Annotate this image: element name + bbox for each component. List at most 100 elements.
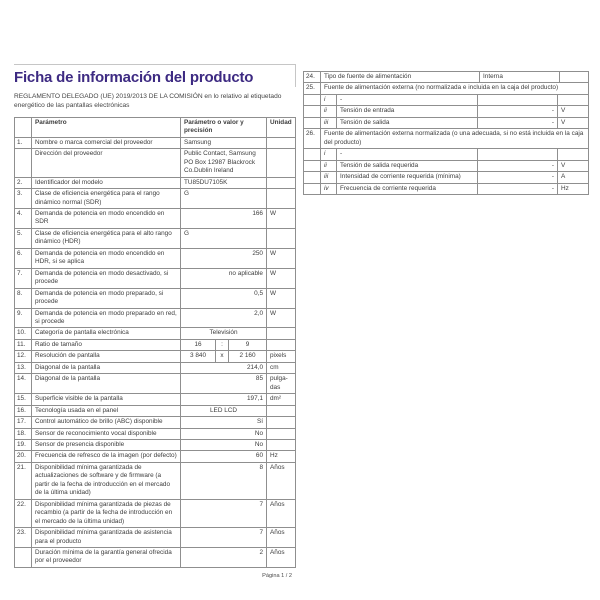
table-row: 13. Diagonal de la pantalla 214,0 cm (15, 361, 295, 374)
parameter-cell: Demanda de potencia en modo desactivado,… (32, 268, 181, 288)
roman-numeral-cell: ii (321, 106, 337, 117)
parameter-cell: Intensidad de corriente requerida (mínim… (337, 172, 478, 183)
parameter-cell: Tipo de fuente de alimentación (321, 72, 480, 83)
parameter-cell: Frecuencia de corriente requerida (337, 183, 478, 194)
unit-cell (267, 178, 295, 188)
left-column: Ficha de información del producto REGLAM… (14, 68, 296, 579)
unit-cell (267, 406, 295, 416)
page-top-rule (14, 64, 296, 65)
parameter-cell: Control automático de brillo (ABC) dispo… (32, 417, 181, 428)
header-unit-cell: Unidad (270, 118, 292, 126)
row-number-cell: 6. (15, 248, 32, 268)
value-cell: Public Contact, Samsung PO Box 12987 Bla… (181, 149, 267, 177)
page-title: Ficha de información del producto (14, 69, 254, 86)
value-cell: Televisión (181, 328, 267, 339)
table-row: 9. Demanda de potencia en modo preparado … (15, 307, 295, 328)
row-number-cell: 25. (304, 83, 321, 94)
parameter-cell: - (337, 149, 478, 160)
parameter-cell: Tensión de salida requerida (337, 160, 478, 172)
row-number-cell: 21. (15, 462, 32, 499)
table-row: 2. Identificador del modelo TU85DU7105K (15, 176, 295, 189)
value-cell: Interna (480, 72, 560, 83)
roman-numeral-cell: iv (321, 183, 337, 194)
value-cell: no aplicable (181, 268, 267, 288)
value-cell (478, 94, 558, 106)
parameter-cell: Duración mínima de la garantía general o… (32, 547, 181, 567)
parameter-cell: Diagonal de la pantalla (32, 374, 181, 394)
row-number-cell: 9. (15, 308, 32, 328)
power-supply-table: 24. Tipo de fuente de alimentación Interna… (303, 71, 589, 195)
unit-cell: Años (270, 529, 285, 537)
row-number-cell: 14. (15, 374, 32, 394)
row-number-cell (304, 160, 321, 172)
value-cell: 197,1 (181, 394, 267, 405)
table-row: 21. Disponibilidad mínima garantizada de … (15, 461, 295, 499)
roman-numeral-cell: i (321, 94, 337, 106)
table-row: iii Tensión de salida - V (304, 116, 588, 129)
value-cell: 2 (181, 547, 267, 567)
unit-cell (267, 189, 295, 208)
value-cell: 7 (181, 499, 267, 528)
row-number-cell: 5. (15, 228, 32, 248)
split-value-left: 16 (194, 340, 202, 348)
value-cell: - (478, 172, 558, 183)
table-row: 3. Clase de eficiencia energética para el… (15, 188, 295, 209)
value-cell: LED LCD (181, 405, 267, 417)
parameter-cell: Tensión de entrada (337, 106, 478, 117)
parameter-cell: - (337, 94, 478, 106)
unit-cell (560, 72, 590, 82)
table-row: 10. Categoría de pantalla electrónica Tele… (15, 327, 295, 339)
row-number-cell: 3. (15, 189, 32, 209)
unit-cell (267, 138, 295, 148)
table-row: iv Frecuencia de corriente requerida - Hz (304, 182, 588, 194)
row-number-cell: 11. (15, 339, 32, 351)
row-number-cell: 17. (15, 417, 32, 428)
parameter-cell: Tecnología usada en el panel (32, 405, 181, 417)
parameter-cell: Identificador del modelo (32, 177, 181, 189)
value-cell: 7 (181, 528, 267, 547)
table-row: 11. Ratio de tamaño 16: 9 (15, 338, 295, 351)
table-row: 6. Demanda de potencia en modo encendido … (15, 247, 295, 268)
header-num-cell (15, 117, 32, 137)
unit-cell (558, 149, 588, 159)
row-number-cell: 23. (15, 528, 32, 547)
row-number-cell (304, 183, 321, 194)
split-separator: x (215, 351, 229, 362)
table-row: 7. Demanda de potencia en modo desactivad… (15, 267, 295, 288)
right-column: 24. Tipo de fuente de alimentación Interna… (303, 71, 589, 195)
parameter-cell: Clase de eficiencia energética para el a… (32, 228, 181, 248)
unit-cell: pixels (270, 352, 287, 360)
unit-cell: A (561, 173, 566, 181)
parameter-cell: Disponibilidad mínima garantizada de pie… (32, 499, 181, 528)
unit-cell: W (270, 309, 277, 317)
value-cell: No (181, 439, 267, 451)
parameter-cell: Frecuencia de refresco de la imagen (por… (32, 451, 181, 462)
unit-cell (558, 95, 588, 105)
row-number-cell: 8. (15, 288, 32, 308)
parameter-cell: Categoría de pantalla electrónica (32, 328, 181, 339)
value-cell: - (478, 117, 558, 129)
table-row: ii Tensión de salida requerida - V (304, 159, 588, 172)
value-split-cell: 3 840 x 2 160 (181, 351, 267, 362)
row-number-cell: 2. (15, 177, 32, 189)
table-row: 5. Clase de eficiencia energética para el… (15, 227, 295, 248)
unit-cell: W (270, 249, 277, 257)
unit-cell: V (561, 118, 566, 126)
split-separator: : (215, 339, 229, 351)
roman-numeral-cell: ii (321, 160, 337, 172)
unit-cell: Años (270, 548, 285, 556)
unit-cell: cm (270, 363, 279, 371)
table-row: iii Intensidad de corriente requerida (mí… (304, 171, 588, 183)
table-row: 24. Tipo de fuente de alimentación Interna (304, 72, 590, 83)
parameter-cell: Disponibilidad mínima garantizada de asi… (32, 528, 181, 547)
section-header-cell: Fuente de alimentación externa normaliza… (324, 130, 584, 146)
table-row: 17. Control automático de brillo (ABC) di… (15, 416, 295, 428)
unit-cell (267, 229, 295, 248)
value-cell: 85 (181, 374, 267, 394)
value-cell: 214,0 (181, 362, 267, 374)
parameter-cell: Sensor de presencia disponible (32, 439, 181, 451)
row-number-cell (304, 117, 321, 129)
parameter-cell: Disponibilidad mínima garantizada de act… (32, 462, 181, 499)
unit-cell (267, 149, 295, 176)
product-info-table: Parámetro Parámetro o valor y precisión Un… (14, 116, 296, 568)
